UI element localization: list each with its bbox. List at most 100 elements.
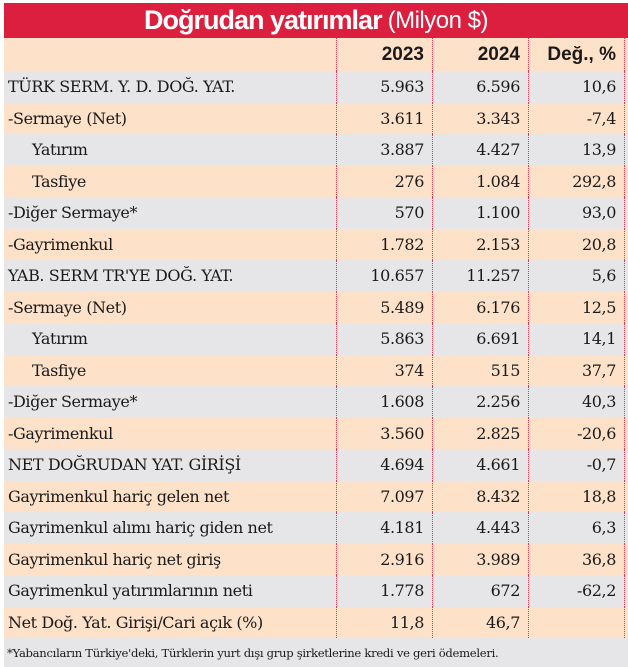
table-row: NET DOĞRUDAN YAT. GİRİŞİ 4.694 4.661 -0,… — [4, 449, 628, 481]
value-change: 6,3 — [528, 512, 625, 544]
value-change — [528, 606, 625, 638]
row-label: Gayrimenkul yatırımlarının neti — [8, 581, 253, 601]
table-row: Tasfiye 276 1.084 292,8 — [4, 165, 628, 197]
value-change: 10,6 — [528, 71, 625, 103]
value-2024: 6.691 — [432, 323, 528, 355]
value-2024: 6.176 — [432, 291, 528, 323]
value-2024: 672 — [432, 575, 528, 607]
table-row: Gayrimenkul yatırımlarının neti 1.778 67… — [4, 575, 628, 607]
row-label: Net Doğ. Yat. Girişi/Cari açık (%) — [8, 612, 263, 632]
row-label: YAB. SERM TR'YE DOĞ. YAT. — [8, 266, 234, 286]
value-change: 14,1 — [528, 323, 625, 355]
value-change: 40,3 — [528, 386, 625, 418]
table-unit: (Milyon $) — [387, 6, 489, 34]
table-row: Yatırım 5.863 6.691 14,1 — [4, 323, 628, 355]
value-change: 20,8 — [528, 228, 625, 260]
value-2023: 10.657 — [336, 260, 432, 292]
value-change: 12,5 — [528, 291, 625, 323]
row-label: -Sermaye (Net) — [8, 297, 127, 317]
value-change: -0,7 — [528, 449, 625, 481]
value-2024: 46,7 — [432, 606, 528, 638]
table-row: -Gayrimenkul 3.560 2.825 -20,6 — [4, 417, 628, 449]
table-row: -Gayrimenkul 1.782 2.153 20,8 — [4, 228, 628, 260]
value-2023: 276 — [336, 165, 432, 197]
value-2023: 5.963 — [336, 71, 432, 103]
header-label — [4, 38, 336, 71]
value-2023: 1.608 — [336, 386, 432, 418]
row-label: Gayrimenkul hariç net giriş — [8, 549, 221, 569]
value-change: 37,7 — [528, 354, 625, 386]
value-change: -7,4 — [528, 102, 625, 134]
value-2024: 11.257 — [432, 260, 528, 292]
row-label: -Sermaye (Net) — [8, 108, 127, 128]
header-2024: 2024 — [432, 38, 528, 71]
row-label: Yatırım — [32, 140, 88, 160]
value-2024: 2.256 — [432, 386, 528, 418]
table-row: Net Doğ. Yat. Girişi/Cari açık (%) 11,8 … — [4, 606, 628, 638]
value-2023: 11,8 — [336, 606, 432, 638]
table-row: TÜRK SERM. Y. D. DOĞ. YAT. 5.963 6.596 1… — [4, 71, 628, 103]
value-change: -20,6 — [528, 417, 625, 449]
value-2023: 1.778 — [336, 575, 432, 607]
value-change: 5,6 — [528, 260, 625, 292]
table-row: -Sermaye (Net) 3.611 3.343 -7,4 — [4, 102, 628, 134]
header-change: Değ., % — [528, 38, 625, 71]
row-label: -Gayrimenkul — [8, 423, 113, 443]
value-2024: 6.596 — [432, 71, 528, 103]
row-label: NET DOĞRUDAN YAT. GİRİŞİ — [8, 455, 241, 475]
value-2024: 3.989 — [432, 543, 528, 575]
row-label: -Diğer Sermaye* — [8, 392, 138, 412]
table-row: Gayrimenkul hariç gelen net 7.097 8.432 … — [4, 480, 628, 512]
value-2024: 2.825 — [432, 417, 528, 449]
value-2024: 4.427 — [432, 134, 528, 166]
value-change: -62,2 — [528, 575, 625, 607]
table-title: Doğrudan yatırımlar — [144, 5, 383, 35]
row-label: -Diğer Sermaye* — [8, 203, 138, 223]
value-2023: 374 — [336, 354, 432, 386]
row-label: Yatırım — [32, 329, 88, 349]
row-label: Tasfiye — [32, 360, 86, 380]
value-change: 13,9 — [528, 134, 625, 166]
row-label: Gayrimenkul hariç gelen net — [8, 486, 230, 506]
value-2023: 3.887 — [336, 134, 432, 166]
value-2023: 4.694 — [336, 449, 432, 481]
value-2023: 2.916 — [336, 543, 432, 575]
row-label: Tasfiye — [32, 171, 86, 191]
value-change: 18,8 — [528, 480, 625, 512]
table-row: YAB. SERM TR'YE DOĞ. YAT. 10.657 11.257 … — [4, 260, 628, 292]
column-header-row: 2023 2024 Değ., % — [4, 38, 628, 71]
value-change: 93,0 — [528, 197, 625, 229]
table-row: -Sermaye (Net) 5.489 6.176 12,5 — [4, 291, 628, 323]
value-2024: 515 — [432, 354, 528, 386]
value-2023: 5.863 — [336, 323, 432, 355]
value-2024: 4.661 — [432, 449, 528, 481]
value-2024: 1.084 — [432, 165, 528, 197]
value-2023: 4.181 — [336, 512, 432, 544]
value-2023: 1.782 — [336, 228, 432, 260]
table-row: -Diğer Sermaye* 570 1.100 93,0 — [4, 197, 628, 229]
value-2024: 2.153 — [432, 228, 528, 260]
header-2023: 2023 — [336, 38, 432, 71]
table-row: Tasfiye 374 515 37,7 — [4, 354, 628, 386]
value-2023: 570 — [336, 197, 432, 229]
value-2023: 3.611 — [336, 102, 432, 134]
value-2024: 3.343 — [432, 102, 528, 134]
row-label: Gayrimenkul alımı hariç giden net — [8, 518, 273, 538]
row-label: -Gayrimenkul — [8, 234, 113, 254]
value-change: 36,8 — [528, 543, 625, 575]
footnote: *Yabancıların Türkiye'deki, Türklerin yu… — [4, 638, 628, 667]
row-label: TÜRK SERM. Y. D. DOĞ. YAT. — [8, 77, 235, 97]
value-change: 292,8 — [528, 165, 625, 197]
table-title-bar: Doğrudan yatırımlar (Milyon $) — [4, 3, 628, 38]
value-2024: 1.100 — [432, 197, 528, 229]
value-2023: 3.560 — [336, 417, 432, 449]
value-2023: 7.097 — [336, 480, 432, 512]
value-2023: 5.489 — [336, 291, 432, 323]
value-2024: 4.443 — [432, 512, 528, 544]
table-row: -Diğer Sermaye* 1.608 2.256 40,3 — [4, 386, 628, 418]
table-row: Gayrimenkul alımı hariç giden net 4.181 … — [4, 512, 628, 544]
fdi-table: Doğrudan yatırımlar (Milyon $) 2023 2024… — [4, 3, 628, 667]
value-2024: 8.432 — [432, 480, 528, 512]
table-row: Yatırım 3.887 4.427 13,9 — [4, 134, 628, 166]
table-row: Gayrimenkul hariç net giriş 2.916 3.989 … — [4, 543, 628, 575]
